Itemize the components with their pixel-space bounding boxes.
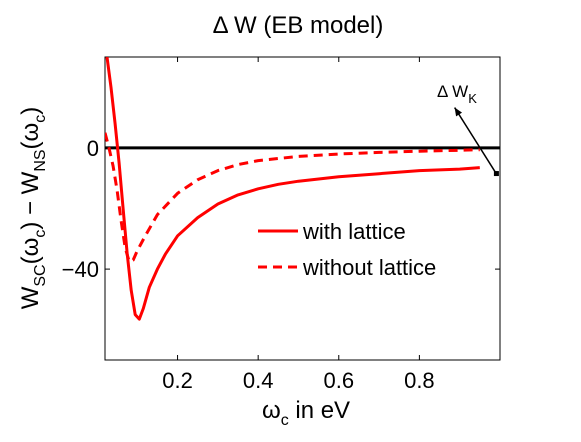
x-tick-label: 0.4	[243, 368, 274, 393]
x-axis-label: ωc in eV	[262, 397, 350, 429]
series-lines	[105, 57, 480, 321]
annotation-arrowhead	[454, 107, 463, 117]
x-tick-label: 0.8	[404, 368, 435, 393]
chart-title: Δ W (EB model)	[213, 12, 384, 39]
series-line-without-lattice	[105, 132, 480, 263]
y-axis-label: WSC(ωc) − WNS(ωc)	[17, 107, 49, 310]
annotation-arrow	[453, 107, 497, 174]
series-line-with-lattice	[105, 57, 480, 321]
x-tick-label: 0.2	[162, 368, 193, 393]
legend-label: without lattice	[302, 255, 436, 280]
annotation: Δ WK	[437, 82, 499, 177]
legend-label: with lattice	[302, 219, 406, 244]
plot-frame	[104, 56, 501, 361]
annotation-marker	[493, 171, 499, 177]
y-tick-label: −40	[62, 257, 99, 282]
y-tick-label: 0	[87, 136, 99, 161]
annotation-label: Δ WK	[437, 82, 477, 106]
x-tick-label: 0.6	[323, 368, 354, 393]
legend: with lattice without lattice	[258, 219, 436, 280]
axis-ticks: 0.2 0.4 0.6 0.8 0 −40	[62, 57, 500, 393]
